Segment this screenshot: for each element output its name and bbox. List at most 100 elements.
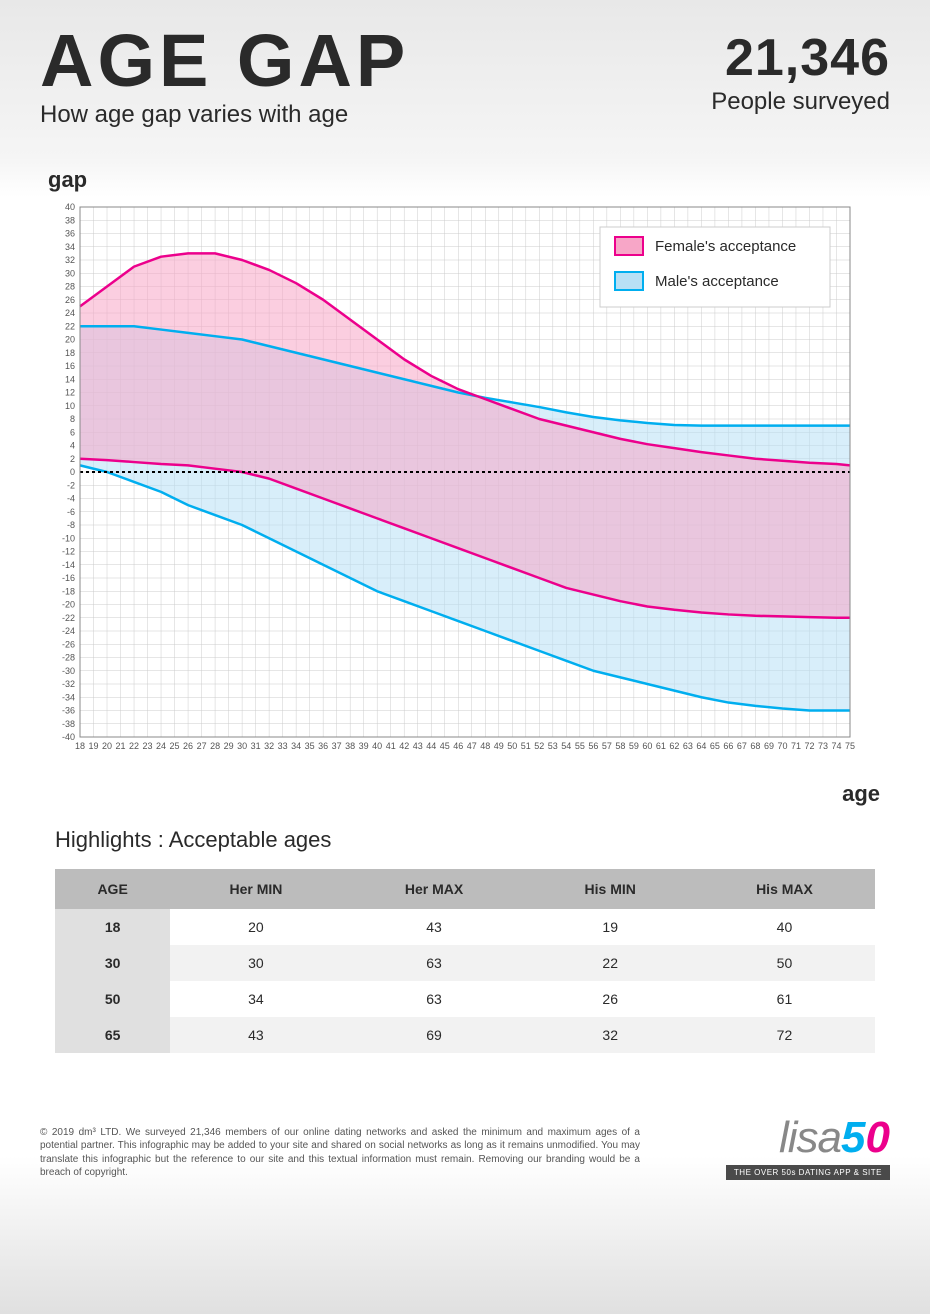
- svg-text:52: 52: [534, 741, 544, 751]
- svg-text:-38: -38: [62, 718, 75, 728]
- svg-text:28: 28: [65, 281, 75, 291]
- svg-text:71: 71: [791, 741, 801, 751]
- table-header: His MIN: [526, 869, 693, 909]
- svg-text:-12: -12: [62, 546, 75, 556]
- svg-text:-4: -4: [67, 493, 75, 503]
- svg-text:29: 29: [224, 741, 234, 751]
- table-cell: 22: [526, 945, 693, 981]
- highlights-section: Highlights : Acceptable ages AGEHer MINH…: [0, 817, 930, 1073]
- svg-text:Male's acceptance: Male's acceptance: [655, 273, 779, 290]
- table-cell: 69: [342, 1017, 527, 1053]
- table-cell: 63: [342, 981, 527, 1017]
- svg-text:74: 74: [831, 741, 841, 751]
- svg-text:35: 35: [305, 741, 315, 751]
- x-axis-label: age: [40, 781, 880, 807]
- main-title: AGE GAP: [40, 28, 409, 95]
- table-header: AGE: [55, 869, 170, 909]
- table-row: 3030632250: [55, 945, 875, 981]
- logo-tagline: THE OVER 50s DATING APP & SITE: [726, 1165, 890, 1180]
- table-cell: 18: [55, 909, 170, 945]
- svg-text:-22: -22: [62, 612, 75, 622]
- table-row: 6543693272: [55, 1017, 875, 1053]
- svg-text:25: 25: [170, 741, 180, 751]
- table-cell: 20: [170, 909, 341, 945]
- svg-text:33: 33: [278, 741, 288, 751]
- header: AGE GAP How age gap varies with age 21,3…: [0, 0, 930, 147]
- survey-count: 21,346: [711, 28, 890, 88]
- svg-text:10: 10: [65, 400, 75, 410]
- footer: © 2019 dm³ LTD. We surveyed 21,346 membe…: [0, 1073, 930, 1200]
- svg-text:37: 37: [332, 741, 342, 751]
- svg-text:49: 49: [494, 741, 504, 751]
- table-cell: 34: [170, 981, 341, 1017]
- table-cell: 40: [694, 909, 875, 945]
- logo-zero: 0: [866, 1113, 890, 1162]
- svg-text:40: 40: [372, 741, 382, 751]
- svg-text:54: 54: [561, 741, 571, 751]
- svg-text:19: 19: [89, 741, 99, 751]
- svg-text:-10: -10: [62, 533, 75, 543]
- table-header: Her MAX: [342, 869, 527, 909]
- table-cell: 63: [342, 945, 527, 981]
- svg-text:50: 50: [507, 741, 517, 751]
- svg-text:6: 6: [70, 427, 75, 437]
- svg-text:22: 22: [65, 321, 75, 331]
- svg-text:38: 38: [65, 215, 75, 225]
- logo-five: 5: [841, 1113, 865, 1162]
- svg-text:Female's acceptance: Female's acceptance: [655, 238, 796, 255]
- svg-text:-2: -2: [67, 480, 75, 490]
- svg-text:57: 57: [602, 741, 612, 751]
- svg-text:8: 8: [70, 414, 75, 424]
- svg-text:27: 27: [197, 741, 207, 751]
- svg-text:34: 34: [65, 241, 75, 251]
- svg-text:34: 34: [291, 741, 301, 751]
- svg-text:30: 30: [237, 741, 247, 751]
- svg-text:39: 39: [359, 741, 369, 751]
- svg-text:73: 73: [818, 741, 828, 751]
- logo-text: lisa: [779, 1113, 841, 1163]
- svg-text:-34: -34: [62, 692, 75, 702]
- survey-label: People surveyed: [711, 88, 890, 116]
- table-cell: 65: [55, 1017, 170, 1053]
- svg-text:-26: -26: [62, 639, 75, 649]
- svg-text:55: 55: [575, 741, 585, 751]
- svg-text:64: 64: [696, 741, 706, 751]
- svg-text:2: 2: [70, 453, 75, 463]
- svg-text:36: 36: [318, 741, 328, 751]
- table-row: 1820431940: [55, 909, 875, 945]
- svg-text:-36: -36: [62, 705, 75, 715]
- age-gap-chart: -40-38-36-34-32-30-28-26-24-22-20-18-16-…: [40, 197, 860, 777]
- table-cell: 26: [526, 981, 693, 1017]
- table-row: 5034632661: [55, 981, 875, 1017]
- svg-text:41: 41: [386, 741, 396, 751]
- svg-text:66: 66: [723, 741, 733, 751]
- subtitle: How age gap varies with age: [40, 101, 409, 129]
- svg-text:-30: -30: [62, 665, 75, 675]
- table-cell: 72: [694, 1017, 875, 1053]
- svg-text:18: 18: [65, 347, 75, 357]
- table-cell: 43: [170, 1017, 341, 1053]
- svg-text:43: 43: [413, 741, 423, 751]
- svg-text:44: 44: [426, 741, 436, 751]
- svg-text:65: 65: [710, 741, 720, 751]
- svg-text:23: 23: [143, 741, 153, 751]
- svg-text:53: 53: [548, 741, 558, 751]
- table-cell: 50: [694, 945, 875, 981]
- svg-text:26: 26: [65, 294, 75, 304]
- svg-text:14: 14: [65, 374, 75, 384]
- svg-text:63: 63: [683, 741, 693, 751]
- svg-text:30: 30: [65, 268, 75, 278]
- svg-text:0: 0: [70, 467, 75, 477]
- svg-text:20: 20: [102, 741, 112, 751]
- highlights-title: Highlights : Acceptable ages: [55, 827, 875, 853]
- svg-text:26: 26: [183, 741, 193, 751]
- svg-text:38: 38: [345, 741, 355, 751]
- title-block: AGE GAP How age gap varies with age: [40, 28, 409, 129]
- svg-text:24: 24: [65, 308, 75, 318]
- svg-text:18: 18: [75, 741, 85, 751]
- svg-text:56: 56: [588, 741, 598, 751]
- svg-text:60: 60: [642, 741, 652, 751]
- table-cell: 32: [526, 1017, 693, 1053]
- svg-text:36: 36: [65, 228, 75, 238]
- svg-text:-28: -28: [62, 652, 75, 662]
